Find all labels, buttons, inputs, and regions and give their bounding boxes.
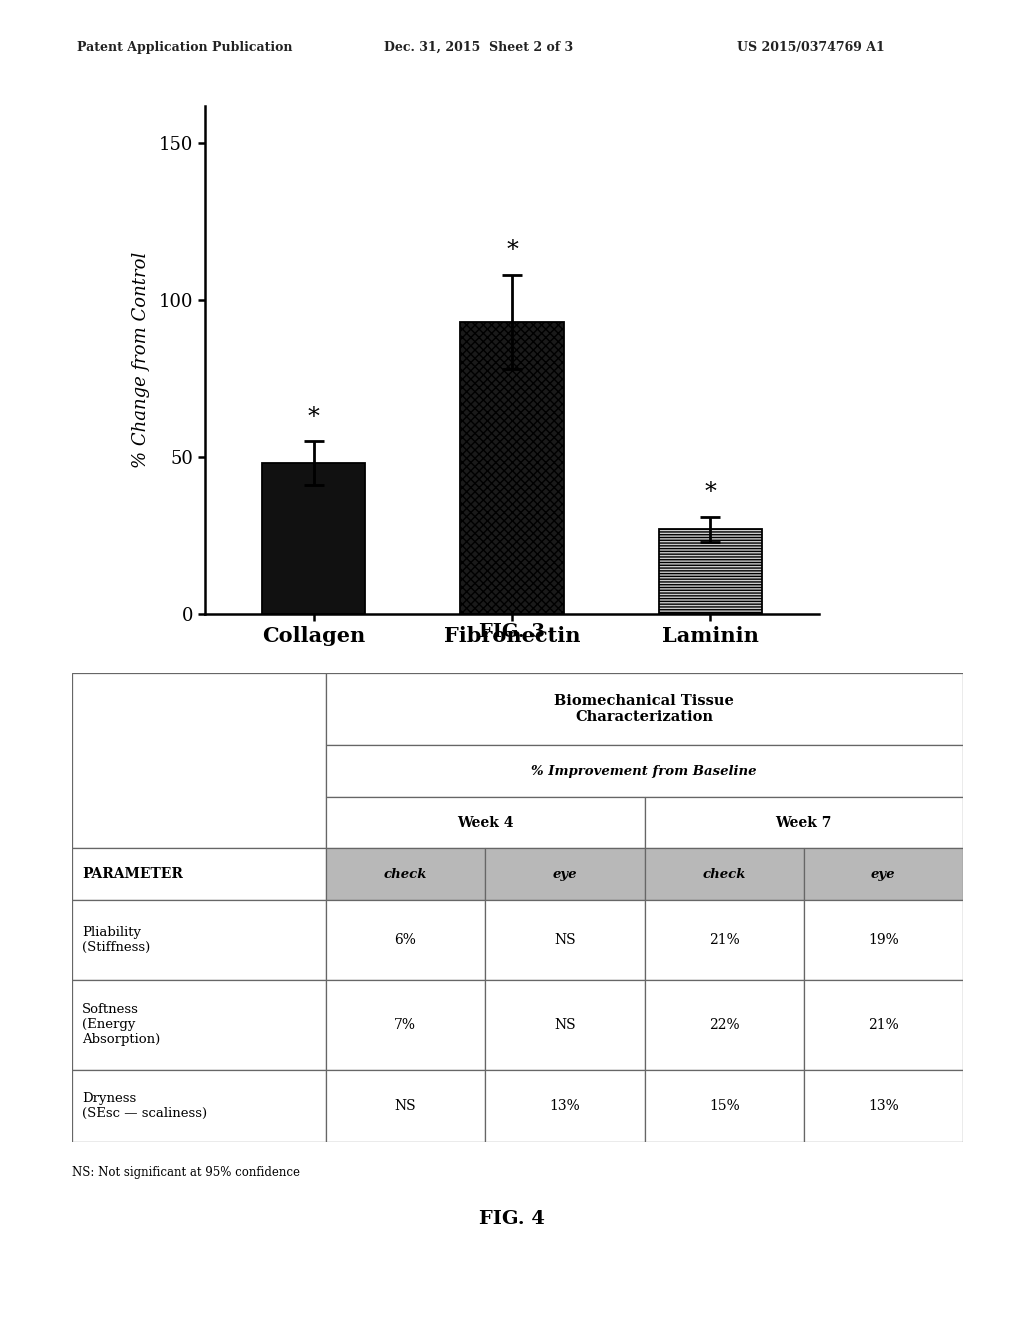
Text: 6%: 6% [394,933,416,946]
Bar [72,979,326,1069]
Bar [461,322,563,614]
Bar [326,900,485,979]
Bar [485,900,644,979]
Text: *: * [705,480,716,504]
Text: 19%: 19% [868,933,899,946]
Bar [658,529,762,614]
Text: FIG. 4: FIG. 4 [479,1210,545,1229]
Text: Dryness
(SEsc — scaliness): Dryness (SEsc — scaliness) [82,1092,208,1119]
Text: 22%: 22% [709,1018,739,1032]
Text: eye: eye [553,867,578,880]
Text: FIG. 3: FIG. 3 [479,623,545,642]
Text: 21%: 21% [868,1018,899,1032]
Text: % Improvement from Baseline: % Improvement from Baseline [531,764,757,777]
Bar [644,979,804,1069]
Text: NS: Not significant at 95% confidence: NS: Not significant at 95% confidence [72,1166,300,1179]
Bar [485,1069,644,1142]
Text: PARAMETER: PARAMETER [82,867,183,880]
Text: NS: NS [554,933,575,946]
Y-axis label: % Change from Control: % Change from Control [132,252,151,467]
Bar [644,849,804,900]
Text: Pliability
(Stiffness): Pliability (Stiffness) [82,925,151,953]
Bar [326,849,485,900]
Text: *: * [506,239,518,263]
Bar [326,1069,485,1142]
Bar [72,1069,326,1142]
Bar [644,797,963,849]
Text: Biomechanical Tissue
Characterization: Biomechanical Tissue Characterization [554,694,734,725]
Bar [644,900,804,979]
Text: check: check [702,867,745,880]
Text: Week 7: Week 7 [775,816,831,829]
Text: Dec. 31, 2015  Sheet 2 of 3: Dec. 31, 2015 Sheet 2 of 3 [384,41,573,54]
Bar [644,1069,804,1142]
Bar [804,979,963,1069]
Bar [326,673,963,746]
Text: eye: eye [871,867,896,880]
Text: 21%: 21% [709,933,739,946]
Bar [326,797,644,849]
Text: 13%: 13% [550,1098,581,1113]
Text: NS: NS [554,1018,575,1032]
Bar [72,673,326,849]
Text: 7%: 7% [394,1018,417,1032]
Bar [485,849,644,900]
Bar [804,1069,963,1142]
Text: 13%: 13% [868,1098,899,1113]
Text: check: check [384,867,427,880]
Bar [326,746,963,797]
Bar [485,979,644,1069]
Bar [804,900,963,979]
Text: US 2015/0374769 A1: US 2015/0374769 A1 [737,41,885,54]
Text: 15%: 15% [709,1098,739,1113]
Text: Patent Application Publication: Patent Application Publication [77,41,292,54]
Bar [804,849,963,900]
Text: *: * [308,405,319,429]
Text: NS: NS [394,1098,416,1113]
Bar [262,463,366,614]
Bar [72,900,326,979]
Text: Week 4: Week 4 [457,816,513,829]
Bar [326,979,485,1069]
Text: Softness
(Energy
Absorption): Softness (Energy Absorption) [82,1003,161,1047]
Bar [72,849,326,900]
